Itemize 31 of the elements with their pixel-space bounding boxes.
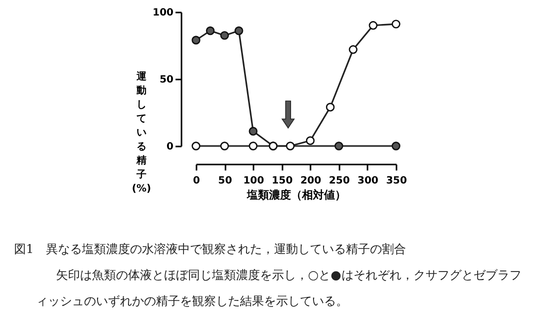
x-tick-label: 350	[386, 176, 407, 186]
point	[392, 142, 400, 150]
point	[192, 36, 200, 44]
point	[348, 45, 358, 54]
x-tick-label: 50	[218, 176, 232, 186]
y-tick-label: 0	[166, 142, 174, 152]
text: 矢印は魚類の体液とほぼ同じ塩類濃度を示し，○と●はそれぞれ，クサフグとゼブラフィッシュのいずれかの精子を観察した結果を示している。	[35, 267, 522, 310]
point	[286, 142, 295, 150]
point	[334, 142, 344, 150]
point	[368, 21, 378, 30]
point	[220, 142, 229, 150]
x-tick-label: 200	[300, 176, 322, 186]
point	[392, 20, 400, 28]
point	[192, 142, 200, 150]
y-tick-label: 50	[160, 74, 174, 86]
y-tick-label: 100	[152, 8, 174, 18]
point	[220, 31, 229, 40]
point	[326, 102, 335, 112]
x-tick-label: 150	[272, 176, 293, 186]
point	[234, 26, 244, 36]
x-axis-title: 塩類濃度（相対値）	[246, 188, 346, 202]
x-tick-label: 0	[193, 176, 200, 186]
point	[248, 126, 258, 136]
x-tick-label: 250	[328, 176, 350, 186]
text: 運動している精子(%)	[132, 72, 152, 194]
x-tick-label: 300	[357, 176, 378, 186]
caption: 図1 異なる塩類濃度の水溶液中で観察された，運動している精子の割合	[14, 241, 407, 258]
point	[248, 142, 258, 150]
point	[306, 136, 315, 145]
point	[206, 26, 215, 36]
x-tick-label: 100	[243, 176, 264, 186]
